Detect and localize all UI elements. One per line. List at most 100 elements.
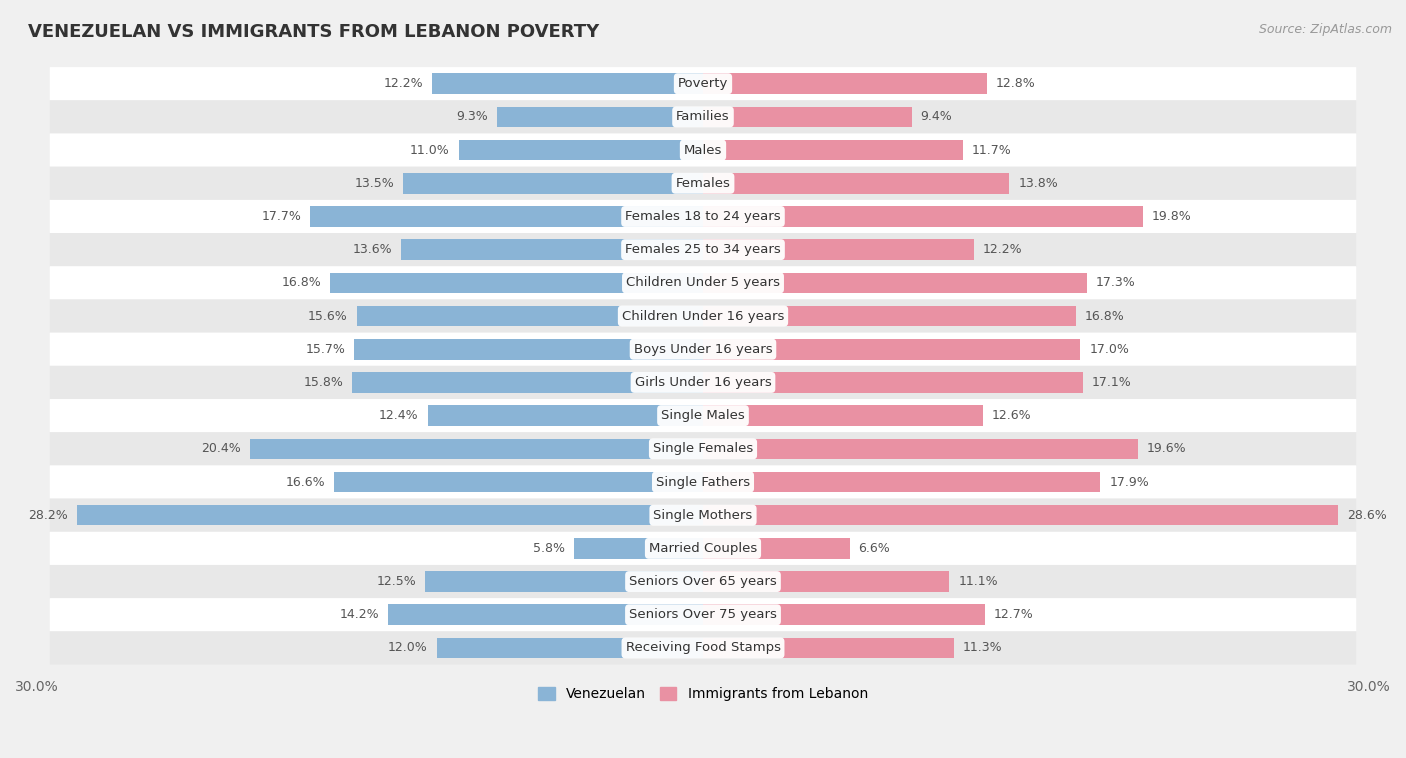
Bar xyxy=(458,139,703,161)
Text: Single Females: Single Females xyxy=(652,443,754,456)
Text: Males: Males xyxy=(683,143,723,157)
Text: Single Males: Single Males xyxy=(661,409,745,422)
FancyBboxPatch shape xyxy=(49,266,1357,299)
FancyBboxPatch shape xyxy=(49,100,1357,133)
FancyBboxPatch shape xyxy=(49,465,1357,499)
Text: 11.0%: 11.0% xyxy=(411,143,450,157)
Text: 13.6%: 13.6% xyxy=(353,243,392,256)
Text: Seniors Over 65 years: Seniors Over 65 years xyxy=(628,575,778,588)
Text: 11.7%: 11.7% xyxy=(972,143,1011,157)
Bar xyxy=(335,471,703,492)
Text: 15.6%: 15.6% xyxy=(308,309,347,323)
Text: Single Fathers: Single Fathers xyxy=(657,475,749,488)
FancyBboxPatch shape xyxy=(49,499,1357,532)
Text: 12.2%: 12.2% xyxy=(384,77,423,90)
Text: 19.6%: 19.6% xyxy=(1147,443,1187,456)
Bar xyxy=(703,74,987,94)
Text: 15.7%: 15.7% xyxy=(305,343,346,356)
Bar xyxy=(703,471,1101,492)
Bar xyxy=(703,273,1087,293)
FancyBboxPatch shape xyxy=(49,598,1357,631)
FancyBboxPatch shape xyxy=(49,631,1357,665)
Bar xyxy=(77,505,703,525)
Text: 12.6%: 12.6% xyxy=(991,409,1031,422)
Text: 12.7%: 12.7% xyxy=(994,608,1033,622)
Text: 12.2%: 12.2% xyxy=(983,243,1022,256)
Text: 28.6%: 28.6% xyxy=(1347,509,1386,522)
FancyBboxPatch shape xyxy=(49,299,1357,333)
Bar xyxy=(352,372,703,393)
Bar xyxy=(426,572,703,592)
Bar xyxy=(703,505,1339,525)
Text: 9.4%: 9.4% xyxy=(921,111,952,124)
Text: Children Under 5 years: Children Under 5 years xyxy=(626,277,780,290)
Text: 11.1%: 11.1% xyxy=(959,575,998,588)
Text: Children Under 16 years: Children Under 16 years xyxy=(621,309,785,323)
Text: 17.3%: 17.3% xyxy=(1097,277,1136,290)
Text: 13.5%: 13.5% xyxy=(354,177,394,190)
Text: Families: Families xyxy=(676,111,730,124)
Text: 5.8%: 5.8% xyxy=(533,542,565,555)
Text: 19.8%: 19.8% xyxy=(1152,210,1191,223)
FancyBboxPatch shape xyxy=(49,200,1357,233)
Text: 28.2%: 28.2% xyxy=(28,509,67,522)
Text: 13.8%: 13.8% xyxy=(1018,177,1059,190)
Bar xyxy=(388,604,703,625)
Bar xyxy=(496,107,703,127)
Text: Females: Females xyxy=(675,177,731,190)
Text: Source: ZipAtlas.com: Source: ZipAtlas.com xyxy=(1258,23,1392,36)
Bar xyxy=(250,439,703,459)
Bar xyxy=(354,339,703,359)
FancyBboxPatch shape xyxy=(49,366,1357,399)
Bar xyxy=(703,637,953,658)
Bar xyxy=(401,240,703,260)
Bar xyxy=(703,305,1076,327)
Bar xyxy=(703,339,1080,359)
Bar xyxy=(357,305,703,327)
Text: 16.8%: 16.8% xyxy=(1085,309,1125,323)
Bar xyxy=(427,406,703,426)
Bar xyxy=(309,206,703,227)
Bar xyxy=(330,273,703,293)
Text: 15.8%: 15.8% xyxy=(304,376,343,389)
Bar xyxy=(703,206,1143,227)
Text: Girls Under 16 years: Girls Under 16 years xyxy=(634,376,772,389)
FancyBboxPatch shape xyxy=(49,565,1357,598)
Text: 12.5%: 12.5% xyxy=(377,575,416,588)
Text: 12.0%: 12.0% xyxy=(388,641,427,654)
Bar xyxy=(703,406,983,426)
Text: 14.2%: 14.2% xyxy=(339,608,378,622)
Bar xyxy=(703,139,963,161)
FancyBboxPatch shape xyxy=(49,233,1357,266)
FancyBboxPatch shape xyxy=(49,133,1357,167)
Text: Females 25 to 34 years: Females 25 to 34 years xyxy=(626,243,780,256)
FancyBboxPatch shape xyxy=(49,167,1357,200)
Bar xyxy=(703,240,974,260)
Legend: Venezuelan, Immigrants from Lebanon: Venezuelan, Immigrants from Lebanon xyxy=(533,682,873,707)
Text: Single Mothers: Single Mothers xyxy=(654,509,752,522)
Text: 17.7%: 17.7% xyxy=(262,210,301,223)
Text: 6.6%: 6.6% xyxy=(859,542,890,555)
Text: 20.4%: 20.4% xyxy=(201,443,242,456)
Bar xyxy=(703,572,949,592)
Text: Females 18 to 24 years: Females 18 to 24 years xyxy=(626,210,780,223)
Text: 12.4%: 12.4% xyxy=(380,409,419,422)
Bar xyxy=(703,107,911,127)
Bar xyxy=(703,173,1010,193)
FancyBboxPatch shape xyxy=(49,333,1357,366)
Bar xyxy=(574,538,703,559)
FancyBboxPatch shape xyxy=(49,67,1357,100)
Text: Boys Under 16 years: Boys Under 16 years xyxy=(634,343,772,356)
Text: 16.8%: 16.8% xyxy=(281,277,321,290)
Text: 17.0%: 17.0% xyxy=(1090,343,1129,356)
Bar xyxy=(703,538,849,559)
Text: 12.8%: 12.8% xyxy=(995,77,1036,90)
Bar xyxy=(703,372,1083,393)
FancyBboxPatch shape xyxy=(49,399,1357,432)
Text: Seniors Over 75 years: Seniors Over 75 years xyxy=(628,608,778,622)
Text: Receiving Food Stamps: Receiving Food Stamps xyxy=(626,641,780,654)
Bar xyxy=(703,604,986,625)
Text: Married Couples: Married Couples xyxy=(650,542,756,555)
Text: 17.9%: 17.9% xyxy=(1109,475,1149,488)
Bar xyxy=(404,173,703,193)
